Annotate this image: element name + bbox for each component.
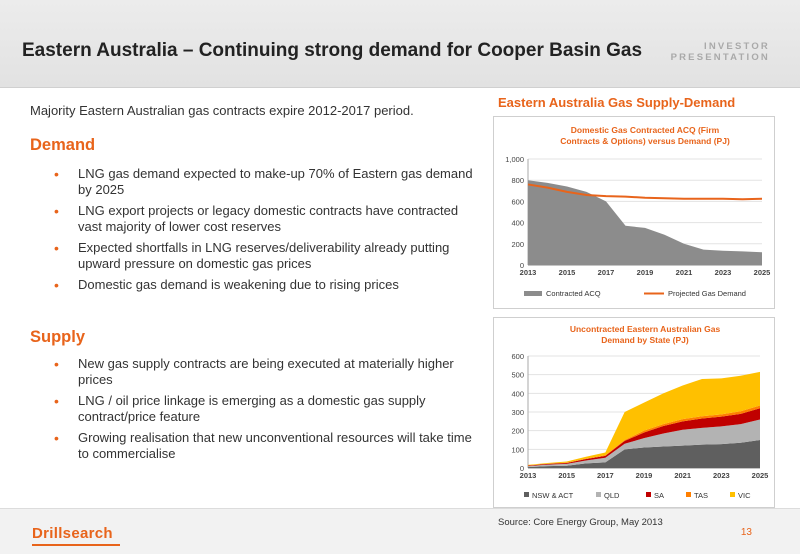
demand-bullets: LNG gas demand expected to make-up 70% o… [54,166,474,298]
legend-swatch-vic [730,492,735,497]
x-tick-label: 2019 [637,268,654,277]
x-tick-label: 2017 [597,471,614,480]
series-area-nsw [528,440,760,468]
series-area-vic [528,371,760,466]
legend-swatch-contracted-acq [524,291,542,296]
x-tick-label: 2023 [713,471,730,480]
legend-swatch-sa [646,492,651,497]
y-tick-label: 100 [511,445,524,454]
y-tick-label: 400 [511,219,524,228]
y-tick-label: 0 [520,261,524,270]
series-area-contracted-acq [528,180,762,265]
intro-text: Majority Eastern Australian gas contract… [30,103,414,118]
legend-label-nsw: NSW & ACT [532,491,574,500]
chart-title: Contracts & Options) versus Demand (PJ) [560,136,730,146]
demand-bullet: LNG gas demand expected to make-up 70% o… [54,166,474,198]
legend-label-projected-demand: Projected Gas Demand [668,289,746,298]
y-tick-label: 800 [511,176,524,185]
y-tick-label: 0 [520,464,524,473]
chart-contracted-acq-svg: Domestic Gas Contracted ACQ (FirmContrac… [505,125,771,298]
legend-label-contracted-acq: Contracted ACQ [546,289,601,298]
slide-footer: Drillsearch Source: Core Energy Group, M… [0,508,800,554]
x-tick-label: 2019 [636,471,653,480]
chart-contracted-acq: Domestic Gas Contracted ACQ (Firm Contrac… [493,116,775,309]
chart-panel-title: Eastern Australia Gas Supply-Demand [498,95,736,110]
source-note: Source: Core Energy Group, May 2013 [498,517,663,528]
demand-bullet: LNG export projects or legacy domestic c… [54,203,474,235]
page-number: 13 [740,527,752,538]
investor-line: INVESTOR [704,41,770,52]
y-tick-label: 1,000 [505,155,524,164]
supply-bullet: LNG / oil price linkage is emerging as a… [54,393,474,425]
x-tick-label: 2013 [520,268,537,277]
y-tick-label: 600 [511,197,524,206]
chart-uncontracted-demand-svg: Uncontracted Eastern Australian GasDeman… [511,324,769,500]
y-tick-label: 600 [511,352,524,361]
slide-title: Eastern Australia – Continuing strong de… [22,40,643,61]
series-area-qld [528,419,760,468]
demand-heading: Demand [30,136,96,154]
supply-heading: Supply [30,328,86,346]
x-tick-label: 2017 [598,268,615,277]
legend-label-qld: QLD [604,491,620,500]
x-tick-label: 2025 [754,268,771,277]
demand-bullet: Domestic gas demand is weakening due to … [54,277,474,293]
legend-label-vic: VIC [738,491,751,500]
chart-title: Demand by State (PJ) [601,335,689,345]
x-tick-label: 2015 [559,268,576,277]
x-tick-label: 2013 [520,471,537,480]
x-tick-label: 2015 [558,471,575,480]
legend-label-sa: SA [654,491,664,500]
y-tick-label: 300 [511,408,524,417]
slide-header: Eastern Australia – Continuing strong de… [0,0,800,88]
x-tick-label: 2025 [752,471,769,480]
y-tick-label: 500 [511,371,524,380]
legend-swatch-qld [596,492,601,497]
x-tick-label: 2023 [715,268,732,277]
chart-title: Domestic Gas Contracted ACQ (Firm [571,125,720,135]
chart-title: Uncontracted Eastern Australian Gas [570,324,721,334]
y-tick-label: 200 [511,427,524,436]
logo-underline [32,544,120,546]
chart-uncontracted-demand: Uncontracted Eastern Australian Gas Deman… [493,317,775,508]
supply-bullet: New gas supply contracts are being execu… [54,356,474,388]
x-tick-label: 2021 [674,471,691,480]
series-line-projected-demand [527,183,763,201]
y-tick-label: 400 [511,389,524,398]
legend-swatch-nsw [524,492,529,497]
presentation-line: PRESENTATION [670,52,770,63]
drillsearch-logo: Drillsearch [32,525,113,542]
investor-presentation-tag: INVESTOR PRESENTATION [671,41,770,63]
x-tick-label: 2021 [676,268,693,277]
y-tick-label: 200 [511,240,524,249]
legend-swatch-tas [686,492,691,497]
supply-bullets: New gas supply contracts are being execu… [54,356,474,467]
supply-bullet: Growing realisation that new unconventio… [54,430,474,462]
demand-bullet: Expected shortfalls in LNG reserves/deli… [54,240,474,272]
legend-label-tas: TAS [694,491,708,500]
series-area-sa [528,408,760,467]
